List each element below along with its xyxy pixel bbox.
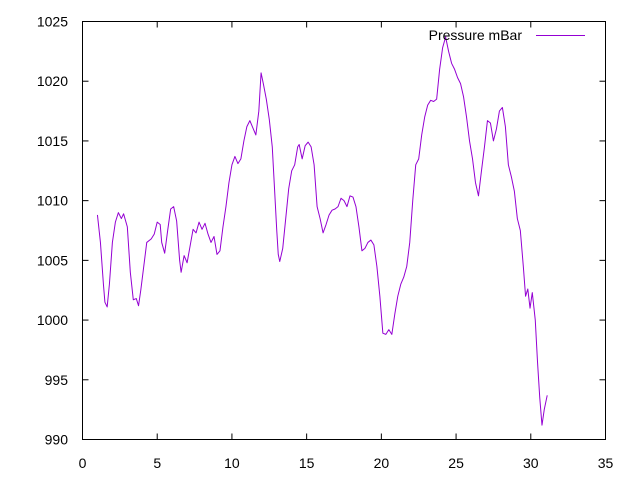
y-tick-label: 1005 [37,252,68,268]
x-tick-label: 5 [153,455,161,471]
x-tick-label: 25 [448,455,464,471]
legend: Pressure mBar [429,27,585,43]
y-tick-label: 1000 [37,312,68,328]
y-tick-label: 995 [45,372,69,388]
x-tick-label: 35 [598,455,614,471]
series-layer [96,36,548,426]
y-tick-label: 1025 [37,14,68,30]
x-tick-label: 20 [374,455,390,471]
x-tick-label: 15 [299,455,315,471]
x-tick-label: 10 [224,455,240,471]
x-tick-label: 0 [79,455,87,471]
series-line-pressure [96,36,548,426]
legend-label: Pressure mBar [429,27,523,43]
y-tick-label: 990 [45,432,69,448]
y-tick-label: 1010 [37,193,68,209]
y-tick-label: 1020 [37,73,68,89]
tick-labels: 0 5 10 15 20 25 30 3599099510001005101010151020… [37,14,614,472]
x-tick-label: 30 [523,455,539,471]
plot-frame [82,21,606,440]
y-tick-label: 1015 [37,133,68,149]
